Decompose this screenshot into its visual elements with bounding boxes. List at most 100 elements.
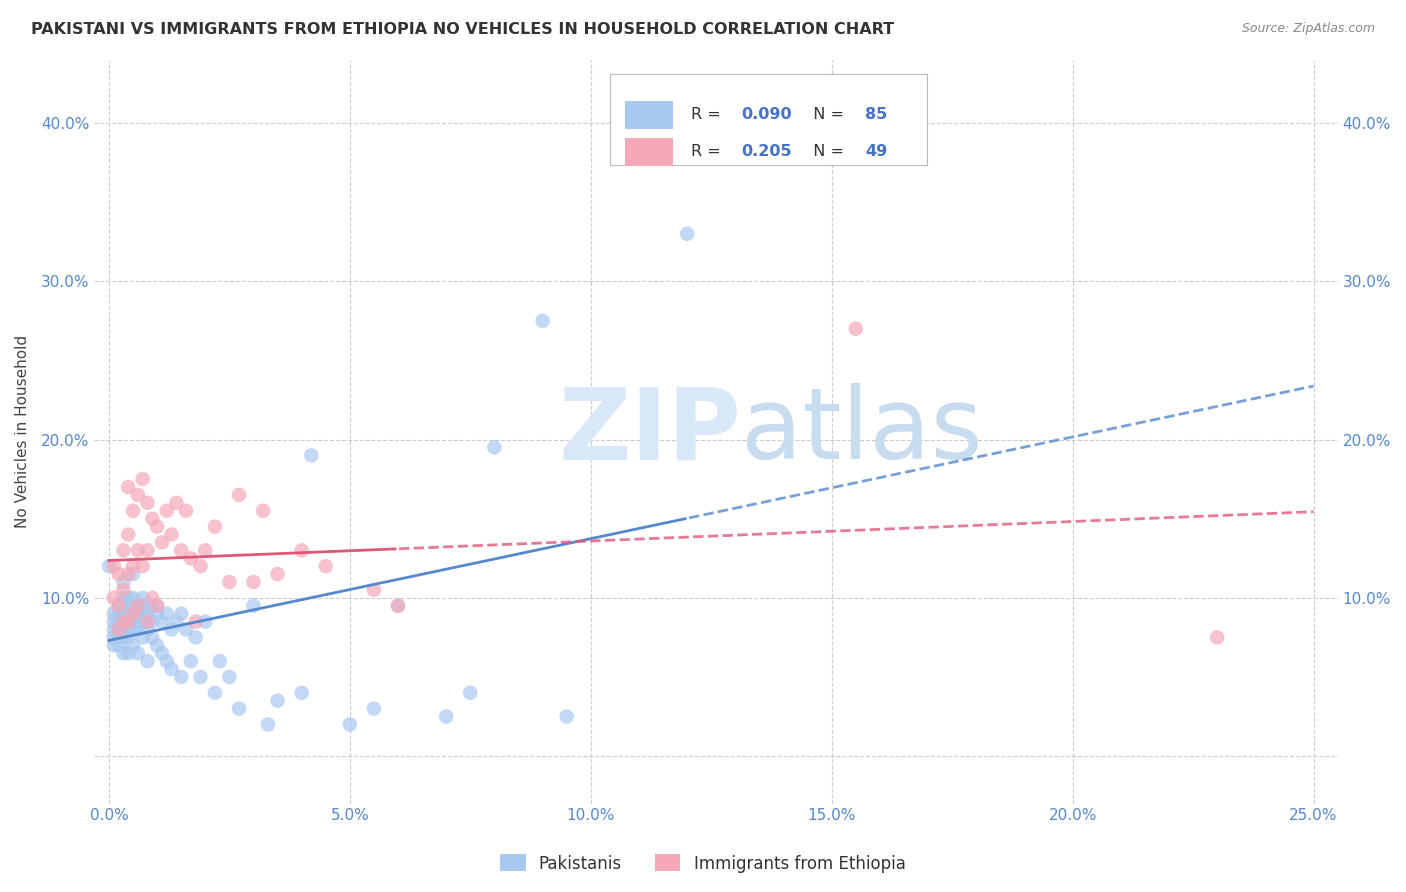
Point xyxy=(845,322,868,336)
Point xyxy=(122,607,145,621)
Point xyxy=(136,496,159,510)
Point xyxy=(122,591,145,605)
Point xyxy=(112,574,135,589)
Point xyxy=(531,314,554,328)
Point xyxy=(122,559,145,574)
Text: N =: N = xyxy=(803,145,849,160)
Point xyxy=(103,631,125,645)
Point xyxy=(242,599,264,613)
Point xyxy=(117,567,139,582)
Point xyxy=(136,654,159,668)
Point xyxy=(460,686,482,700)
Point xyxy=(555,709,578,723)
Point xyxy=(170,670,193,684)
Point xyxy=(160,662,183,676)
Point xyxy=(180,654,202,668)
Point xyxy=(174,623,197,637)
Point xyxy=(112,623,135,637)
Point xyxy=(194,543,217,558)
Text: ZIP: ZIP xyxy=(558,383,741,480)
Point xyxy=(127,646,149,660)
Point xyxy=(117,599,139,613)
Point xyxy=(103,615,125,629)
Point xyxy=(252,504,274,518)
Point xyxy=(127,623,149,637)
FancyBboxPatch shape xyxy=(610,74,928,165)
Point xyxy=(103,638,125,652)
Point xyxy=(146,599,169,613)
Point xyxy=(103,559,125,574)
Point xyxy=(117,615,139,629)
Point xyxy=(387,599,409,613)
Point xyxy=(127,488,149,502)
Point xyxy=(242,574,264,589)
Point xyxy=(112,646,135,660)
Point xyxy=(122,504,145,518)
Point xyxy=(107,567,129,582)
Point xyxy=(218,670,240,684)
Point xyxy=(112,631,135,645)
Text: R =: R = xyxy=(692,145,725,160)
Point xyxy=(107,607,129,621)
Point xyxy=(194,615,217,629)
Point xyxy=(339,717,361,731)
Point xyxy=(257,717,280,731)
Point xyxy=(112,615,135,629)
Point xyxy=(103,591,125,605)
Point xyxy=(122,599,145,613)
Point xyxy=(117,591,139,605)
Point xyxy=(136,615,159,629)
Point xyxy=(117,615,139,629)
Point xyxy=(117,607,139,621)
Point xyxy=(112,543,135,558)
Point xyxy=(146,607,169,621)
FancyBboxPatch shape xyxy=(626,101,672,128)
Text: N =: N = xyxy=(803,107,849,122)
Point xyxy=(136,543,159,558)
Point xyxy=(131,599,153,613)
Point xyxy=(117,527,139,541)
Point xyxy=(117,646,139,660)
Point xyxy=(170,607,193,621)
Point xyxy=(107,638,129,652)
Point xyxy=(117,631,139,645)
Point xyxy=(103,607,125,621)
Point xyxy=(127,599,149,613)
Point xyxy=(204,686,226,700)
Text: PAKISTANI VS IMMIGRANTS FROM ETHIOPIA NO VEHICLES IN HOUSEHOLD CORRELATION CHART: PAKISTANI VS IMMIGRANTS FROM ETHIOPIA NO… xyxy=(31,22,894,37)
Point xyxy=(228,488,250,502)
Point xyxy=(156,504,179,518)
Text: 85: 85 xyxy=(865,107,887,122)
Point xyxy=(112,591,135,605)
Point xyxy=(363,701,385,715)
Point xyxy=(127,599,149,613)
Point xyxy=(174,504,197,518)
Point xyxy=(291,686,314,700)
Point xyxy=(156,654,179,668)
Point xyxy=(127,607,149,621)
Point xyxy=(122,623,145,637)
Y-axis label: No Vehicles in Household: No Vehicles in Household xyxy=(15,335,30,528)
Point xyxy=(107,623,129,637)
Point xyxy=(434,709,457,723)
Point xyxy=(363,582,385,597)
Point xyxy=(107,599,129,613)
Point xyxy=(184,615,207,629)
Point xyxy=(136,607,159,621)
Point xyxy=(146,519,169,533)
Point xyxy=(315,559,337,574)
Point xyxy=(97,559,120,574)
Point xyxy=(156,607,179,621)
Point xyxy=(117,480,139,494)
Point xyxy=(180,551,202,566)
Point xyxy=(146,599,169,613)
Point xyxy=(266,694,288,708)
Point xyxy=(136,615,159,629)
Point xyxy=(141,599,163,613)
Point xyxy=(136,623,159,637)
Point xyxy=(131,472,153,486)
FancyBboxPatch shape xyxy=(626,137,672,166)
Point xyxy=(266,567,288,582)
Point xyxy=(160,527,183,541)
Point xyxy=(190,559,212,574)
